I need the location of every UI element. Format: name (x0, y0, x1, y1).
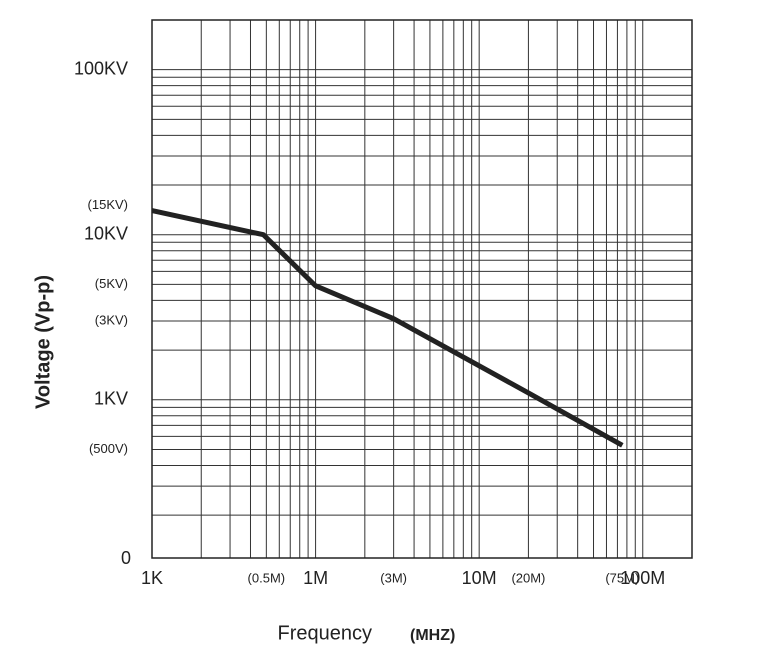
y-tick-label: (5KV) (95, 276, 128, 291)
data-line (151, 208, 624, 448)
x-axis-unit: (MHZ) (410, 627, 455, 644)
y-tick-label: 10KV (84, 223, 128, 243)
x-axis-label: Frequency (278, 622, 373, 644)
x-tick-label: (75M) (605, 570, 639, 585)
x-tick-label: 10M (462, 568, 497, 588)
y-tick-label: 100KV (74, 58, 128, 78)
y-tick-label: (3KV) (95, 312, 128, 327)
x-tick-label: (20M) (511, 570, 545, 585)
x-tick-label: (3M) (380, 570, 407, 585)
x-origin-label: 1K (141, 568, 163, 588)
y-tick-label: (15KV) (88, 197, 128, 212)
plot-frame (151, 19, 693, 559)
x-tick-label: (0.5M) (248, 570, 286, 585)
y-tick-label: 1KV (94, 389, 128, 409)
y-tick-label: (500V) (89, 441, 128, 456)
x-tick-label: 1M (303, 568, 328, 588)
y-origin-label: 0 (121, 548, 131, 568)
x-tick-label: 100M (620, 568, 665, 588)
y-axis-label: Voltage (Vp-p) (32, 275, 54, 409)
